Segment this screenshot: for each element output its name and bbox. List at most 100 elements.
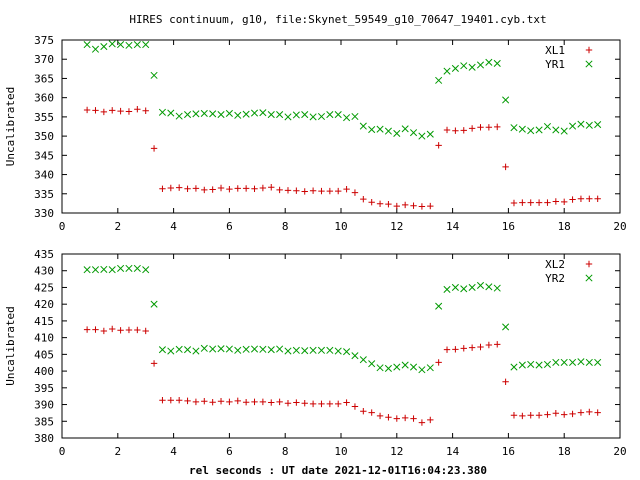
data-point [343,114,351,122]
data-point [284,187,292,194]
data-point [376,364,384,372]
data-point [585,121,593,129]
data-point [519,412,526,420]
data-point [209,110,217,118]
data-point [477,343,484,351]
data-point [527,360,535,368]
x-tick-label: 14 [446,445,460,458]
data-point [493,284,501,292]
data-point [234,397,241,405]
data-point [561,198,568,206]
data-point [184,397,191,405]
data-point [292,346,300,354]
data-point [192,398,200,406]
data-point [410,415,417,422]
data-point [443,126,451,134]
data-point [159,185,166,192]
data-point [561,411,568,418]
data-point [108,40,116,48]
data-point [476,281,485,290]
data-point [276,345,284,353]
data-point [184,185,191,192]
data-point [125,264,133,272]
legend-label: XL1 [545,44,565,57]
data-point [293,399,300,406]
data-point [150,71,158,79]
data-point [401,201,409,209]
data-point [359,356,367,364]
data-point [468,283,476,292]
data-point [242,185,250,192]
data-point [167,347,175,355]
x-tick-label: 20 [613,445,626,458]
x-tick-label: 0 [59,445,66,458]
data-point [569,196,576,203]
y-tick-label: 390 [34,399,54,412]
data-point [418,366,426,374]
data-point [586,408,593,416]
data-point [175,184,183,191]
data-point [384,127,392,135]
data-point [284,400,292,407]
data-point [142,266,150,274]
data-point [502,163,509,171]
data-point [309,400,317,408]
data-point [493,59,501,68]
data-point [359,122,367,130]
data-point [301,111,309,119]
x-tick-label: 16 [502,220,515,233]
data-point [393,363,401,371]
x-tick-label: 4 [170,220,177,233]
data-point [309,113,317,121]
data-point [351,112,359,121]
y-tick-label: 350 [34,130,54,143]
x-tick-label: 12 [390,220,403,233]
data-point [201,186,208,194]
x-tick-label: 16 [502,445,515,458]
data-point [518,125,526,133]
data-point [142,41,150,49]
data-point [452,127,459,134]
data-point [393,129,401,137]
data-point [585,358,593,366]
y-tick-label: 425 [34,281,54,294]
y-tick-label: 420 [34,298,54,311]
data-point [577,195,585,202]
data-point [192,110,200,118]
data-point [426,130,434,138]
legend-marker [585,60,593,68]
x-axis-label: rel seconds : UT date 2021-12-01T16:04:2… [189,464,487,477]
data-point [368,360,376,368]
data-point [426,364,434,372]
data-point [494,123,501,131]
data-point [268,184,275,191]
data-point [200,344,208,352]
data-point [242,345,250,353]
data-point [502,96,510,104]
data-point [385,414,392,421]
data-point [100,42,108,51]
data-point [284,113,292,121]
data-point [360,408,367,415]
data-point [276,111,284,119]
data-point [225,345,233,353]
data-point [100,108,108,116]
data-point [209,399,216,406]
data-point [326,187,334,195]
data-point [259,345,267,353]
data-point [209,186,216,193]
y-tick-label: 370 [34,53,54,66]
data-point [234,346,242,354]
data-point [435,302,443,310]
data-point [250,109,259,117]
data-point [326,400,334,408]
data-point [594,409,601,416]
y-tick-label: 410 [34,332,54,345]
data-point [175,345,183,353]
data-point [468,344,476,351]
x-tick-label: 0 [59,220,66,233]
data-point [334,111,342,119]
data-point [217,184,225,192]
data-point [385,200,392,208]
data-point [510,363,518,371]
